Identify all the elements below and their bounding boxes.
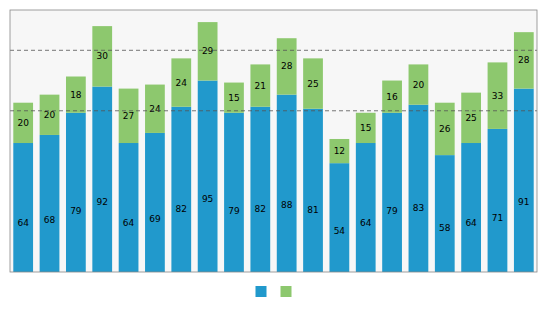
bar [171,58,191,106]
bar [40,95,60,135]
data-label: 24 [176,78,188,88]
data-label: 82 [255,204,266,214]
bar [198,81,218,272]
data-label: 64 [123,218,135,228]
chart-container: 64 68 79 92 64 69 82 95 79 82 88 81 54 64 79 83 58 64 71 91… [0,0,547,310]
bar [382,113,402,272]
chart-svg: 64 68 79 92 64 69 82 95 79 82 88 81 54 64 79 83 58 64 71 91… [0,0,547,310]
data-label: 92 [96,197,107,207]
bar [277,38,297,94]
bar [92,26,112,86]
data-label: 28 [281,61,293,71]
bar [488,129,508,272]
bar [303,58,323,108]
data-labels: 64 68 79 92 64 69 82 95 79 82 88 81 54 64 79 83 58 64 71 91… [17,46,529,235]
data-label: 69 [149,214,161,224]
legend [256,286,292,297]
data-label: 58 [439,223,451,233]
data-label: 33 [492,91,503,101]
data-label: 20 [413,80,425,90]
bar [329,139,349,163]
bar [171,107,191,272]
data-label: 64 [465,218,477,228]
data-label: 27 [123,111,134,121]
data-label: 21 [255,81,266,91]
bars [13,22,533,272]
data-label: 64 [360,218,372,228]
bar [329,163,349,272]
bar [13,143,33,272]
bar [409,64,429,104]
bar [303,109,323,272]
bar [277,95,297,272]
bar [250,107,270,272]
data-label: 88 [281,200,293,210]
bar [382,81,402,113]
data-label: 20 [44,110,56,120]
bar [356,113,376,143]
data-label: 79 [228,206,240,216]
bar [435,155,455,272]
bar [40,135,60,272]
plot-frame [10,10,537,272]
grid [10,50,537,110]
data-label: 26 [439,124,451,134]
data-label: 83 [413,203,424,213]
bar [461,93,481,143]
bar [92,87,112,272]
data-label: 71 [492,213,503,223]
bar [409,105,429,272]
bar [66,113,86,272]
data-label: 18 [70,90,82,100]
grid-line [10,50,537,51]
bar [514,89,534,272]
data-label: 82 [176,204,187,214]
data-label: 79 [386,206,398,216]
bar [224,113,244,272]
bar [198,22,218,80]
data-label: 81 [307,205,318,215]
bar [13,103,33,143]
data-label: 12 [334,146,345,156]
data-label: 64 [17,218,29,228]
bar [250,64,270,106]
bar [224,83,244,113]
data-label: 28 [518,55,530,65]
data-label: 95 [202,194,213,204]
data-label: 15 [228,93,239,103]
legend-swatch [256,286,267,297]
bar [119,89,139,143]
data-label: 16 [386,92,398,102]
grid-line [10,110,537,111]
plot-background [10,10,537,272]
bar [356,143,376,272]
data-label: 79 [70,206,82,216]
data-label: 24 [149,104,161,114]
data-label: 25 [307,79,318,89]
bar [145,85,165,133]
data-label: 68 [44,215,56,225]
bar [514,32,534,88]
data-label: 54 [334,226,346,236]
bar [66,77,86,113]
data-label: 20 [17,118,29,128]
data-label: 91 [518,197,529,207]
bar [145,133,165,272]
data-label: 29 [202,46,214,56]
legend-swatch [281,286,292,297]
bar [488,62,508,129]
data-label: 30 [96,51,108,61]
bar [119,143,139,272]
data-label: 15 [360,123,371,133]
bar [461,143,481,272]
data-label: 25 [465,113,476,123]
